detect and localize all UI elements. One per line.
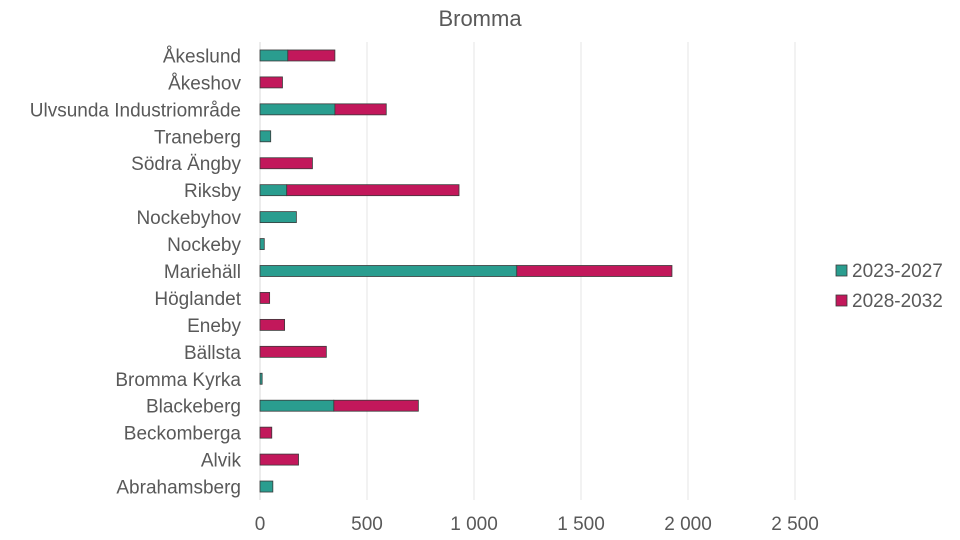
category-label: Alvik <box>201 451 242 472</box>
x-tick-label: 500 <box>351 514 383 535</box>
bar-segment-series2 <box>259 453 299 466</box>
bar-segment-series1 <box>259 103 336 116</box>
bar-segment-series2 <box>333 399 419 412</box>
x-tick-label: 2 000 <box>664 514 712 535</box>
bar-segment-series1 <box>259 130 272 143</box>
legend-swatch <box>835 264 848 277</box>
x-tick-label: 0 <box>255 514 266 535</box>
bar-segment-series2 <box>259 345 327 358</box>
category-label: Höglandet <box>154 289 241 310</box>
category-label: Mariehäll <box>164 262 241 283</box>
bar-segment-series2 <box>259 426 273 439</box>
x-tick-label: 2 500 <box>771 514 819 535</box>
category-label: Traneberg <box>154 127 241 148</box>
category-label: Bromma Kyrka <box>115 370 241 391</box>
category-label: Nockeby <box>167 235 241 256</box>
category-label: Södra Ängby <box>131 154 241 175</box>
category-label: Eneby <box>187 316 241 337</box>
bar-segment-series2 <box>259 318 286 331</box>
category-label: Beckomberga <box>124 424 242 445</box>
bar-segment-series1 <box>259 211 297 224</box>
bar-segment-series1 <box>259 399 335 412</box>
legend-label: 2028-2032 <box>852 291 943 312</box>
chart-title: Bromma <box>438 6 522 31</box>
legend-label: 2023-2027 <box>852 261 943 282</box>
bar-segment-series2 <box>259 157 313 170</box>
category-label: Åkeshov <box>168 73 241 94</box>
category-label: Abrahamsberg <box>116 478 241 499</box>
bar-segment-series1 <box>259 480 274 493</box>
bar-segment-series2 <box>334 103 387 116</box>
category-label: Bällsta <box>184 343 241 364</box>
bar-segment-series1 <box>259 184 288 197</box>
bar-segment-series2 <box>286 184 460 197</box>
bar-segment-series1 <box>259 49 289 62</box>
bar-segment-series2 <box>259 76 283 89</box>
category-label: Nockebyhov <box>136 208 241 229</box>
legend-swatch <box>835 294 848 307</box>
bar-segment-series1 <box>259 372 263 385</box>
category-label: Ulvsunda Industriområde <box>30 100 241 121</box>
bar-segment-series2 <box>516 265 673 277</box>
category-label: Blackeberg <box>146 397 241 418</box>
bar-segment-series2 <box>259 292 271 304</box>
x-tick-label: 1 000 <box>450 514 498 535</box>
category-label: Riksby <box>184 181 242 202</box>
category-label: Åkeslund <box>163 46 241 67</box>
bar-segment-series1 <box>259 265 518 277</box>
bar-segment-series2 <box>287 49 336 62</box>
x-tick-label: 1 500 <box>557 514 605 535</box>
bar-segment-series1 <box>259 238 265 250</box>
